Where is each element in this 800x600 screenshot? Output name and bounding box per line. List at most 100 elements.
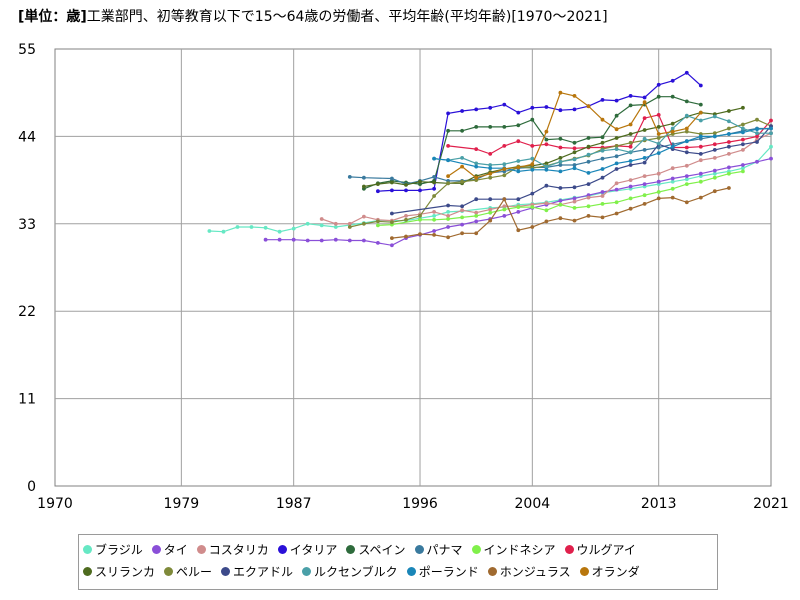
data-point bbox=[432, 217, 436, 222]
data-point bbox=[446, 210, 450, 214]
data-point bbox=[558, 159, 563, 164]
data-point bbox=[670, 186, 675, 191]
data-point bbox=[600, 135, 605, 140]
legend-item: エクアドル bbox=[221, 560, 293, 582]
data-point bbox=[712, 142, 717, 147]
data-point bbox=[755, 117, 759, 122]
data-point bbox=[474, 231, 479, 236]
data-point bbox=[516, 159, 521, 163]
data-point bbox=[347, 221, 352, 226]
data-point bbox=[600, 215, 605, 220]
data-point bbox=[502, 197, 507, 202]
data-point bbox=[684, 177, 689, 182]
data-point bbox=[362, 221, 366, 226]
legend-label: タイ bbox=[163, 542, 188, 557]
legend-item: オランダ bbox=[579, 560, 640, 582]
series-ルクセンブルク bbox=[432, 113, 773, 169]
data-point bbox=[684, 113, 689, 118]
y-tick-label: 44 bbox=[18, 129, 36, 145]
legend-label: パナマ bbox=[426, 542, 463, 557]
data-point bbox=[712, 175, 717, 180]
data-point bbox=[572, 163, 577, 167]
data-point bbox=[558, 186, 563, 190]
data-point bbox=[586, 152, 591, 157]
data-point bbox=[614, 187, 619, 192]
data-point bbox=[572, 206, 577, 210]
data-point bbox=[614, 144, 619, 148]
x-tick-label: 1996 bbox=[402, 496, 438, 512]
data-point bbox=[741, 142, 745, 147]
data-point bbox=[670, 195, 675, 200]
data-point bbox=[446, 158, 450, 163]
data-point bbox=[263, 225, 268, 230]
data-point bbox=[698, 152, 703, 156]
data-point bbox=[712, 134, 717, 139]
data-point bbox=[586, 204, 591, 209]
data-point bbox=[488, 207, 493, 212]
data-point bbox=[698, 179, 703, 184]
data-point bbox=[614, 136, 619, 140]
data-point bbox=[432, 233, 436, 237]
data-point bbox=[432, 180, 436, 185]
data-point bbox=[530, 162, 535, 167]
series-イタリア bbox=[376, 70, 703, 194]
data-point bbox=[432, 229, 436, 233]
data-point bbox=[376, 241, 380, 245]
legend-item: タイ bbox=[151, 538, 188, 560]
data-point bbox=[670, 179, 675, 184]
data-point bbox=[460, 156, 464, 160]
data-point bbox=[502, 204, 507, 209]
data-point bbox=[586, 171, 591, 175]
data-point bbox=[628, 103, 633, 108]
data-point bbox=[600, 140, 605, 145]
data-point bbox=[432, 186, 436, 191]
data-point bbox=[642, 136, 647, 141]
x-tick-label: 1979 bbox=[164, 496, 200, 512]
data-point bbox=[516, 210, 521, 214]
data-point bbox=[628, 132, 633, 136]
series-line bbox=[434, 127, 772, 174]
data-point bbox=[572, 157, 577, 162]
data-point bbox=[530, 225, 535, 229]
data-point bbox=[712, 131, 717, 136]
data-point bbox=[670, 144, 675, 149]
data-point bbox=[698, 171, 703, 176]
data-point bbox=[586, 214, 591, 218]
data-point bbox=[741, 163, 745, 167]
series-line bbox=[349, 127, 771, 185]
data-point bbox=[516, 228, 521, 233]
data-point bbox=[600, 156, 605, 161]
data-point bbox=[319, 217, 324, 221]
data-point bbox=[502, 102, 507, 107]
plot-area bbox=[54, 48, 772, 487]
data-point bbox=[333, 237, 338, 242]
data-point bbox=[474, 147, 479, 152]
legend-item: スペイン bbox=[346, 538, 406, 560]
data-point bbox=[347, 175, 352, 179]
data-point bbox=[558, 136, 563, 141]
legend-label: ポーランド bbox=[418, 564, 479, 579]
data-point bbox=[712, 171, 717, 176]
data-point bbox=[741, 105, 745, 110]
data-point bbox=[769, 118, 773, 123]
data-point bbox=[333, 221, 338, 226]
data-point bbox=[600, 194, 605, 198]
data-point bbox=[446, 225, 450, 229]
data-point bbox=[488, 166, 493, 171]
data-point bbox=[432, 214, 436, 218]
series-オランダ bbox=[446, 90, 703, 180]
data-point bbox=[390, 236, 394, 241]
data-point bbox=[656, 94, 661, 99]
data-point bbox=[530, 156, 535, 161]
y-tick-label: 11 bbox=[18, 392, 36, 408]
legend-marker bbox=[579, 566, 589, 576]
series-line bbox=[377, 72, 702, 192]
data-point bbox=[446, 217, 450, 221]
series-ホンジュラス bbox=[390, 186, 731, 241]
data-point bbox=[684, 182, 689, 187]
data-point bbox=[530, 117, 535, 122]
data-point bbox=[418, 232, 422, 237]
data-point bbox=[614, 127, 619, 132]
data-point bbox=[656, 136, 661, 140]
data-point bbox=[656, 171, 661, 176]
